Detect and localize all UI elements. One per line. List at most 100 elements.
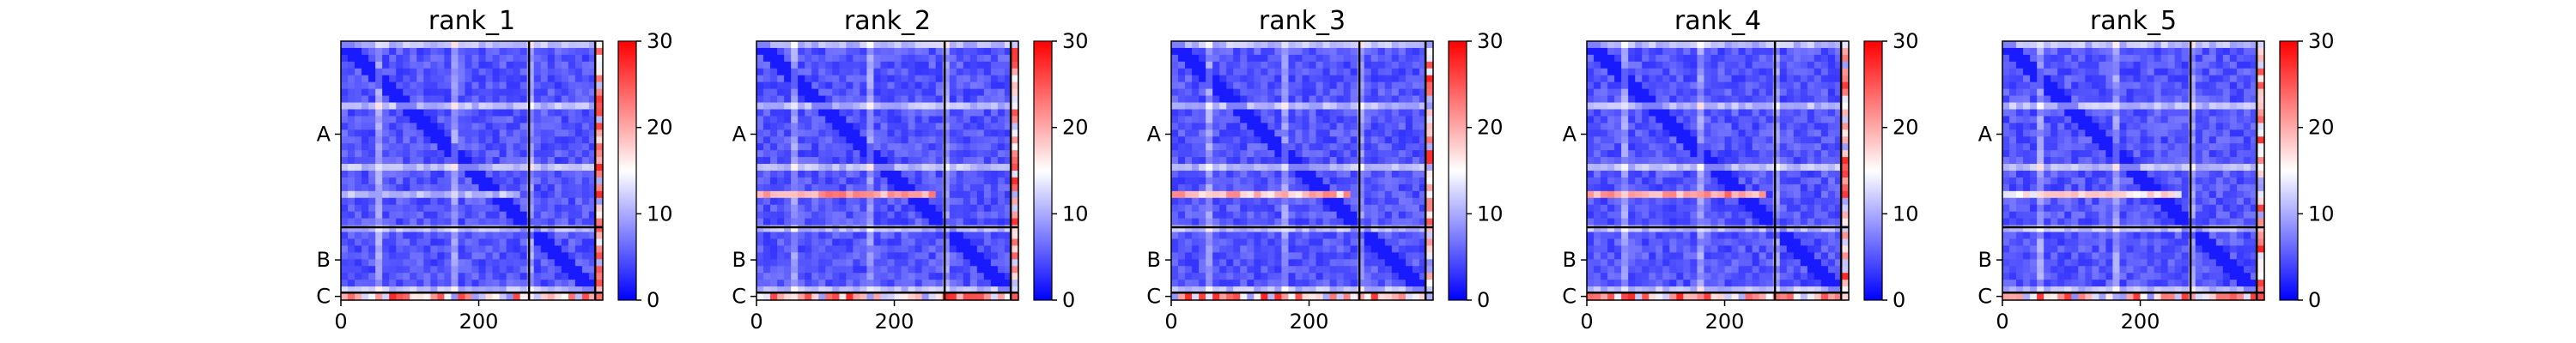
heatmap-cell — [908, 150, 916, 158]
heatmap-cell — [1329, 204, 1338, 213]
heatmap-cell — [1377, 143, 1386, 151]
heatmap-cell — [935, 88, 944, 97]
heatmap-cell — [375, 225, 383, 233]
heatmap-cell — [375, 116, 383, 123]
heatmap-cell — [1309, 81, 1317, 90]
heatmap-cell — [1178, 143, 1186, 151]
heatmap-cell — [1357, 102, 1365, 111]
heatmap-cell — [763, 68, 771, 76]
heatmap-cell — [1364, 259, 1372, 267]
heatmap-cell — [1765, 129, 1774, 137]
heatmap-cell — [375, 47, 383, 56]
heatmap-cell — [1261, 171, 1268, 178]
heatmap-cell — [1322, 266, 1331, 274]
heatmap-cell — [506, 129, 514, 137]
heatmap-cell — [588, 286, 597, 294]
heatmap-cell — [1274, 54, 1283, 63]
heatmap-cell — [1309, 273, 1317, 280]
heatmap-cell — [921, 123, 930, 130]
heatmap-cell — [492, 225, 501, 233]
heatmap-cell — [519, 218, 528, 226]
heatmap-cell — [1199, 123, 1206, 130]
heatmap-cell — [561, 232, 569, 240]
heatmap-cell — [880, 225, 889, 233]
heatmap-cell — [846, 280, 854, 287]
heatmap-cell — [894, 116, 902, 123]
heatmap-cell — [533, 109, 542, 117]
heatmap-cell — [1377, 81, 1386, 90]
heatmap-cell — [458, 157, 466, 165]
heatmap-cell — [471, 164, 480, 172]
heatmap-cell — [1690, 75, 1698, 83]
heatmap-cell — [1295, 47, 1303, 56]
heatmap-cell — [756, 116, 764, 123]
heatmap-cell — [873, 225, 882, 233]
heatmap-cell — [791, 171, 799, 178]
heatmap-cell — [901, 136, 909, 144]
heatmap-cell — [1384, 95, 1393, 104]
heatmap-cell — [1240, 232, 1248, 240]
heatmap-cell — [1206, 184, 1213, 192]
heatmap-cell — [1192, 75, 1200, 83]
heatmap-cell — [499, 259, 507, 267]
heatmap-cell — [921, 102, 930, 111]
heatmap-cell — [1226, 47, 1234, 56]
heatmap-cell — [1412, 54, 1420, 63]
heatmap-cell — [1607, 116, 1615, 123]
heatmap-cell — [928, 259, 937, 267]
heatmap-cell — [1343, 81, 1352, 90]
heatmap-cell — [389, 88, 397, 97]
heatmap-cell — [341, 164, 349, 172]
heatmap-cell — [451, 245, 459, 253]
heatmap-cell — [554, 41, 562, 49]
heatmap-cell — [375, 157, 383, 165]
heatmap-cell — [928, 252, 937, 260]
heatmap-cell — [1793, 75, 1801, 83]
heatmap-cell — [860, 157, 868, 165]
heatmap-3 — [1171, 41, 1434, 301]
heatmap-cell — [1614, 88, 1622, 97]
heatmap-cell — [969, 177, 978, 185]
heatmap-cell — [1697, 109, 1705, 117]
heatmap-cell — [1793, 41, 1801, 49]
heatmap-cell — [1779, 109, 1788, 117]
heatmap-cell — [832, 252, 840, 260]
heatmap-cell — [513, 109, 521, 117]
heatmap-cell — [437, 238, 445, 247]
heatmap-cell — [1315, 61, 1324, 69]
heatmap-cell — [1357, 211, 1365, 220]
heatmap-cell — [423, 211, 431, 220]
heatmap-cell — [784, 41, 792, 49]
heatmap-cell — [1357, 293, 1365, 301]
heatmap-cell — [1391, 184, 1400, 192]
heatmap-cell — [355, 54, 362, 63]
heatmap-cell — [478, 259, 487, 267]
heatmap-cell — [949, 47, 957, 56]
heatmap-cell — [588, 164, 597, 172]
heatmap-cell — [533, 116, 542, 123]
heatmap-cell — [1779, 136, 1788, 144]
heatmap-cell — [1295, 293, 1303, 301]
heatmap-cell — [901, 61, 909, 69]
heatmap-cell — [908, 211, 916, 220]
heatmap-cell — [1350, 136, 1358, 144]
heatmap-cell — [763, 204, 771, 213]
heatmap-cell — [908, 81, 916, 90]
heatmap-cell — [403, 286, 410, 294]
heatmap-cell — [1587, 47, 1595, 56]
heatmap-cell — [832, 41, 840, 49]
heatmap-cell — [1391, 171, 1400, 178]
heatmap-cell — [976, 54, 985, 63]
heatmap-cell — [1357, 177, 1365, 185]
heatmap-cell — [976, 177, 985, 185]
heatmap-cell — [1752, 129, 1760, 137]
heatmap-cell — [533, 157, 542, 165]
heatmap-cell — [561, 123, 569, 130]
heatmap-cell — [935, 81, 944, 90]
heatmap-cell — [825, 41, 833, 49]
heatmap-cell — [866, 123, 875, 130]
heatmap-cell — [1274, 143, 1283, 151]
heatmap-cell — [1370, 109, 1379, 117]
heatmap-cell — [1412, 184, 1420, 192]
heatmap-cell — [935, 61, 944, 69]
